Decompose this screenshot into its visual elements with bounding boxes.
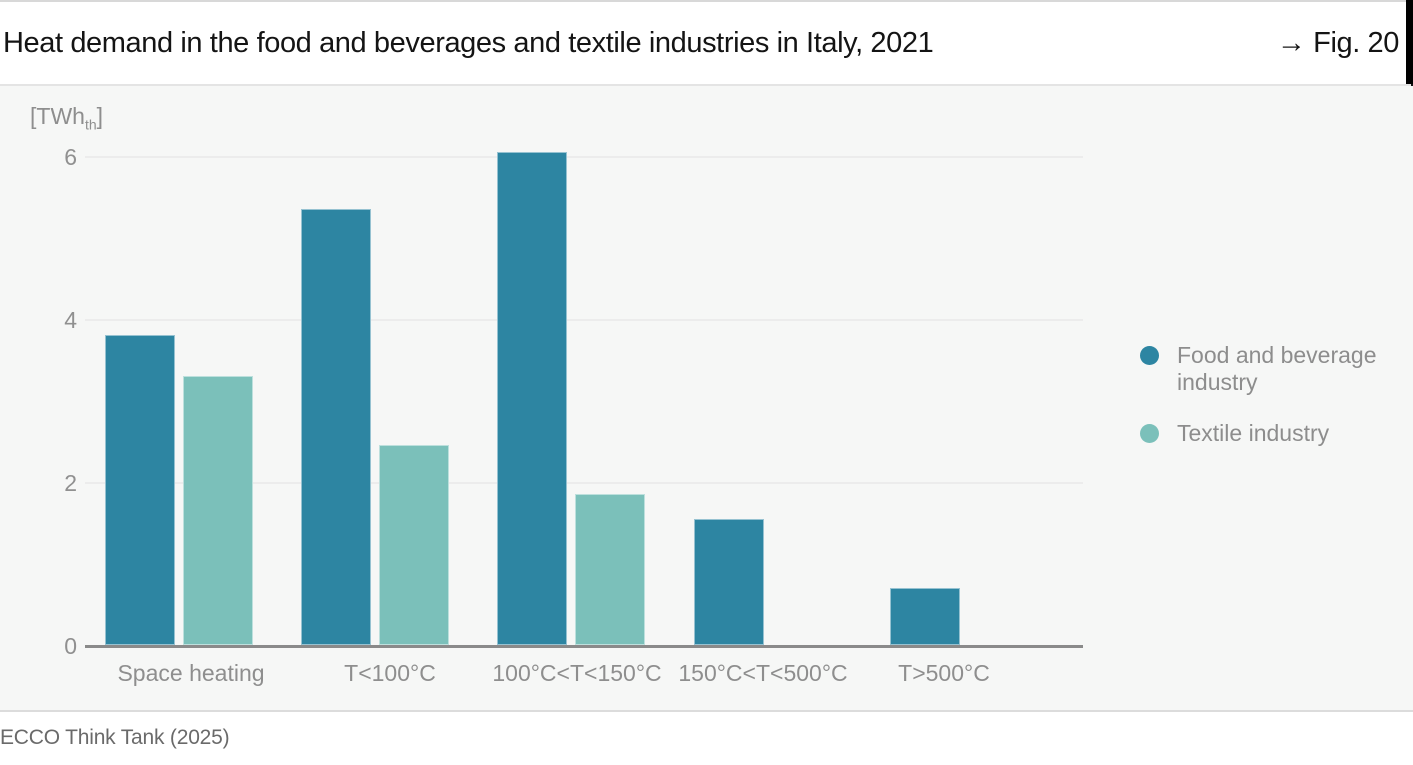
unit-suffix: ]: [96, 103, 104, 129]
gridline-y4: [85, 319, 1083, 321]
bar-textile-2: [379, 445, 449, 645]
legend-swatch-textile: [1140, 424, 1159, 443]
bar-food-beverage-2: [301, 209, 371, 645]
y-tick-label-6: 6: [64, 144, 77, 170]
gridline-y6: [85, 156, 1083, 158]
figure-header: Heat demand in the food and beverages an…: [0, 2, 1413, 84]
bar-food-beverage-4: [694, 519, 764, 645]
top-border-line: [0, 0, 1413, 2]
legend-label-textile: Textile industry: [1177, 420, 1330, 446]
x-axis-label-5: T>500°C: [898, 660, 990, 686]
legend-item-textile: Textile industry: [1140, 420, 1400, 447]
footer-divider-line: [0, 710, 1413, 712]
bar-textile-1: [183, 376, 253, 645]
bar-food-beverage-5: [890, 588, 960, 645]
bar-food-beverage-1: [105, 335, 175, 645]
x-axis-line: [85, 645, 1083, 648]
bar-food-beverage-3: [497, 152, 567, 645]
x-axis-label-2: T<100°C: [344, 660, 436, 686]
unit-prefix: [TWh: [30, 103, 85, 129]
x-axis-label-4: 150°C<T<500°C: [678, 660, 848, 686]
y-tick-label-4: 4: [64, 307, 77, 333]
figure-footer: ECCO Think Tank (2025): [0, 712, 1413, 765]
y-axis-unit-label: [TWhth]: [30, 103, 103, 133]
bar-textile-3: [575, 494, 645, 645]
title-accent-bar: [1406, 0, 1413, 84]
page-title: Heat demand in the food and beverages an…: [3, 26, 934, 59]
legend-swatch-food-and-beverage: [1140, 346, 1159, 365]
x-axis-label-1: Space heating: [117, 660, 265, 686]
bar-chart: [TWhth] 0 2 4 6 Space heating T<100°C 100°C<T<…: [0, 86, 1413, 710]
chart-legend: Food and beverage industry Textile indus…: [1140, 342, 1400, 471]
figure-number-label: → Fig. 20: [1276, 26, 1400, 59]
x-axis-label-3: 100°C<T<150°C: [492, 660, 662, 686]
source-text: ECCO Think Tank (2025): [0, 726, 230, 749]
y-tick-label-0: 0: [64, 633, 77, 659]
legend-label-food-and-beverage: Food and beverage industry: [1177, 342, 1377, 395]
gridline-y2: [85, 482, 1083, 484]
y-tick-label-2: 2: [64, 470, 77, 496]
legend-item-food-and-beverage: Food and beverage industry: [1140, 342, 1400, 396]
unit-subscript: th: [84, 116, 97, 133]
header-divider-line: [0, 84, 1413, 86]
